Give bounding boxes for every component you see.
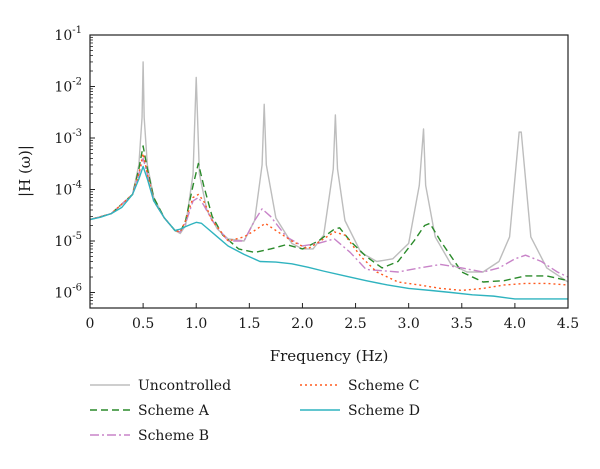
y-tick-label: 10-1 (54, 25, 82, 44)
x-tick-label: 1.5 (238, 316, 260, 332)
y-tick-label: 10-5 (54, 231, 82, 250)
x-tick-label: 0.5 (132, 316, 154, 332)
legend-label: Scheme A (138, 403, 210, 419)
x-tick-label: 3.5 (451, 316, 473, 332)
legend-label: Uncontrolled (138, 378, 231, 394)
x-tick-label: 1.0 (185, 316, 207, 332)
x-axis-ticks: 0 0.5 1.0 1.5 2.0 2.5 3.0 3.5 4.0 4.5 (86, 303, 579, 332)
y-axis-label: |H (ω)| (16, 145, 34, 197)
x-tick-label: 4.5 (557, 316, 579, 332)
x-tick-label: 2.0 (291, 316, 313, 332)
y-tick-label: 10-4 (54, 179, 82, 198)
plot-frame (89, 34, 569, 309)
legend-label: Scheme D (348, 403, 420, 419)
series-line-scheme-c (90, 152, 568, 292)
legend-item-scheme-c: Scheme C (300, 378, 419, 394)
x-axis-label: Frequency (Hz) (270, 347, 389, 365)
legend-item-uncontrolled: Uncontrolled (90, 378, 231, 394)
x-tick-label: 3.0 (398, 316, 420, 332)
x-tick-label: 4.0 (504, 316, 526, 332)
x-tick-label: 2.5 (344, 316, 366, 332)
legend-label: Scheme C (348, 378, 419, 394)
series-line-uncontrolled (90, 61, 568, 283)
series-line-scheme-b (90, 157, 568, 278)
legend-label: Scheme B (138, 428, 209, 444)
x-tick-label: 0 (86, 316, 95, 332)
legend-item-scheme-a: Scheme A (90, 403, 210, 419)
legend-item-scheme-b: Scheme B (90, 428, 209, 444)
series-line-scheme-d (90, 165, 568, 300)
y-axis-ticks: 10-6 10-5 10-4 10-3 10-2 10-1 (54, 25, 95, 309)
y-tick-label: 10-6 (54, 282, 82, 301)
y-tick-label: 10-2 (54, 76, 82, 95)
series-line-scheme-a (90, 145, 568, 283)
legend-item-scheme-d: Scheme D (300, 403, 420, 419)
legend: Uncontrolled Scheme A Scheme B Scheme C Sche… (90, 378, 420, 444)
y-tick-label: 10-3 (54, 128, 82, 147)
series-layer (90, 61, 568, 300)
